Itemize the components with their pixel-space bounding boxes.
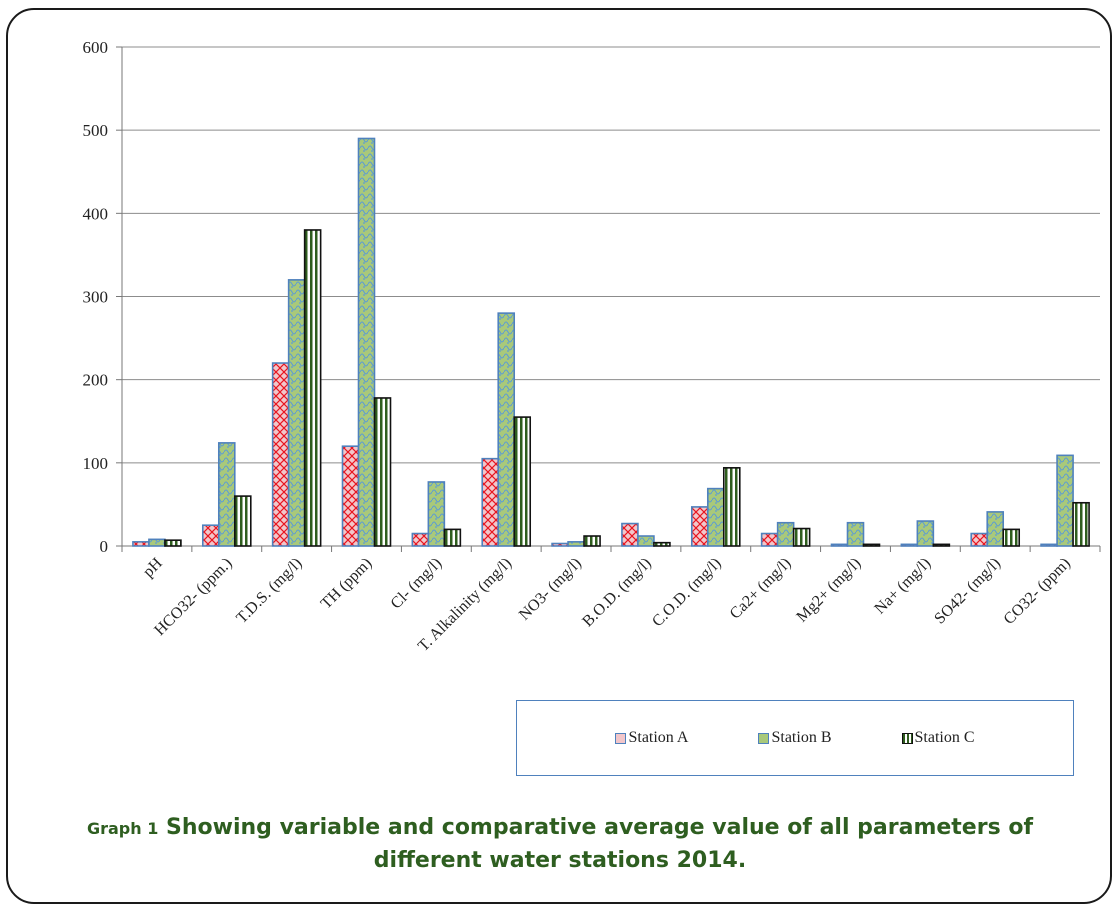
bars bbox=[132, 137, 1090, 547]
legend-swatch-station-a bbox=[615, 732, 627, 744]
x-tick-label: CO32- (ppm) bbox=[1001, 555, 1074, 628]
x-tick-label: NO3- (mg/l) bbox=[516, 555, 585, 624]
bar-station-a bbox=[621, 522, 639, 547]
bar-station-a bbox=[690, 506, 709, 547]
y-tick-label: 600 bbox=[83, 38, 109, 57]
bar-station-c bbox=[303, 229, 322, 547]
bar-station-b bbox=[427, 481, 446, 547]
bar-station-b bbox=[357, 137, 376, 547]
x-tick-label: Cl- (mg/l) bbox=[388, 555, 446, 613]
figure-caption: Graph 1 Showing variable and comparative… bbox=[40, 812, 1080, 877]
x-tick-label: C.O.D. (mg/l) bbox=[649, 555, 725, 631]
bar-station-b bbox=[916, 520, 935, 547]
bar-station-b bbox=[287, 279, 306, 547]
grid-lines bbox=[122, 46, 1100, 464]
bar-station-c bbox=[722, 467, 741, 547]
bar-station-a bbox=[271, 362, 290, 547]
bar-station-c bbox=[373, 397, 392, 547]
bar-station-c bbox=[443, 528, 462, 547]
x-tick-label: TH (ppm) bbox=[318, 555, 376, 613]
bar-station-a bbox=[411, 532, 430, 547]
bar-station-c bbox=[653, 541, 671, 547]
x-tick-label: Na+ (mg/l) bbox=[871, 555, 934, 618]
x-tick-label: Ca2+ (mg/l) bbox=[727, 555, 795, 623]
bar-station-a bbox=[760, 532, 779, 547]
bar-station-b bbox=[776, 521, 795, 547]
bar-station-a bbox=[970, 532, 989, 547]
bar-station-c bbox=[792, 527, 811, 547]
legend-item-station-b: Station B bbox=[758, 729, 832, 747]
legend-swatch-station-b bbox=[758, 732, 770, 744]
y-tick-label: 300 bbox=[83, 288, 109, 307]
y-tick-label: 0 bbox=[100, 537, 109, 556]
x-tick-label: pH bbox=[140, 554, 166, 580]
bar-station-a bbox=[201, 524, 220, 547]
legend-item-station-c: Station C bbox=[901, 729, 975, 747]
bar-station-b bbox=[1056, 454, 1074, 547]
y-tick-label: 400 bbox=[83, 204, 109, 223]
bar-station-a bbox=[830, 543, 849, 547]
axes bbox=[116, 46, 1101, 552]
legend-label-station-c: Station C bbox=[914, 729, 975, 746]
y-tick-label: 500 bbox=[83, 121, 109, 140]
bar-station-c bbox=[164, 539, 182, 547]
bar-station-a bbox=[132, 541, 150, 547]
bar-station-c bbox=[513, 416, 532, 547]
bar-station-b bbox=[637, 535, 655, 547]
y-tick-label: 100 bbox=[83, 454, 109, 473]
bar-station-b bbox=[846, 521, 865, 547]
bar-station-b bbox=[217, 442, 236, 547]
legend-label-station-a: Station A bbox=[628, 729, 689, 746]
legend-swatch-station-c bbox=[901, 732, 913, 744]
legend: Station A Station B Station C bbox=[516, 700, 1074, 776]
caption-prefix: Graph 1 bbox=[86, 819, 159, 838]
bar-station-c bbox=[932, 543, 951, 547]
bar-station-b bbox=[567, 541, 585, 547]
legend-item-station-a: Station A bbox=[615, 729, 688, 747]
bar-station-a bbox=[551, 542, 569, 547]
bar-station-a bbox=[341, 445, 360, 547]
bar-station-c bbox=[233, 495, 252, 547]
bar-station-a bbox=[900, 543, 919, 547]
x-tick-label: B.O.D. (mg/l) bbox=[579, 555, 655, 631]
caption-text: Showing variable and comparative average… bbox=[166, 815, 1034, 873]
y-tick-label: 200 bbox=[83, 371, 109, 390]
bar-station-b bbox=[148, 538, 166, 547]
bar-station-a bbox=[481, 457, 500, 547]
bar-station-b bbox=[497, 312, 516, 547]
bar-station-c bbox=[1072, 501, 1090, 547]
x-tick-label: T.D.S. (mg/l) bbox=[233, 555, 305, 627]
bar-station-b bbox=[706, 487, 725, 547]
bar-station-a bbox=[1040, 543, 1058, 547]
x-tick-label: SO42- (mg/l) bbox=[931, 555, 1004, 628]
bar-station-b bbox=[986, 511, 1005, 547]
bar-station-c bbox=[1002, 528, 1021, 547]
x-tick-label: Mg2+ (mg/l) bbox=[793, 555, 864, 626]
bar-station-c bbox=[583, 535, 601, 547]
bar-station-c bbox=[862, 543, 881, 547]
legend-label-station-b: Station B bbox=[771, 729, 832, 746]
